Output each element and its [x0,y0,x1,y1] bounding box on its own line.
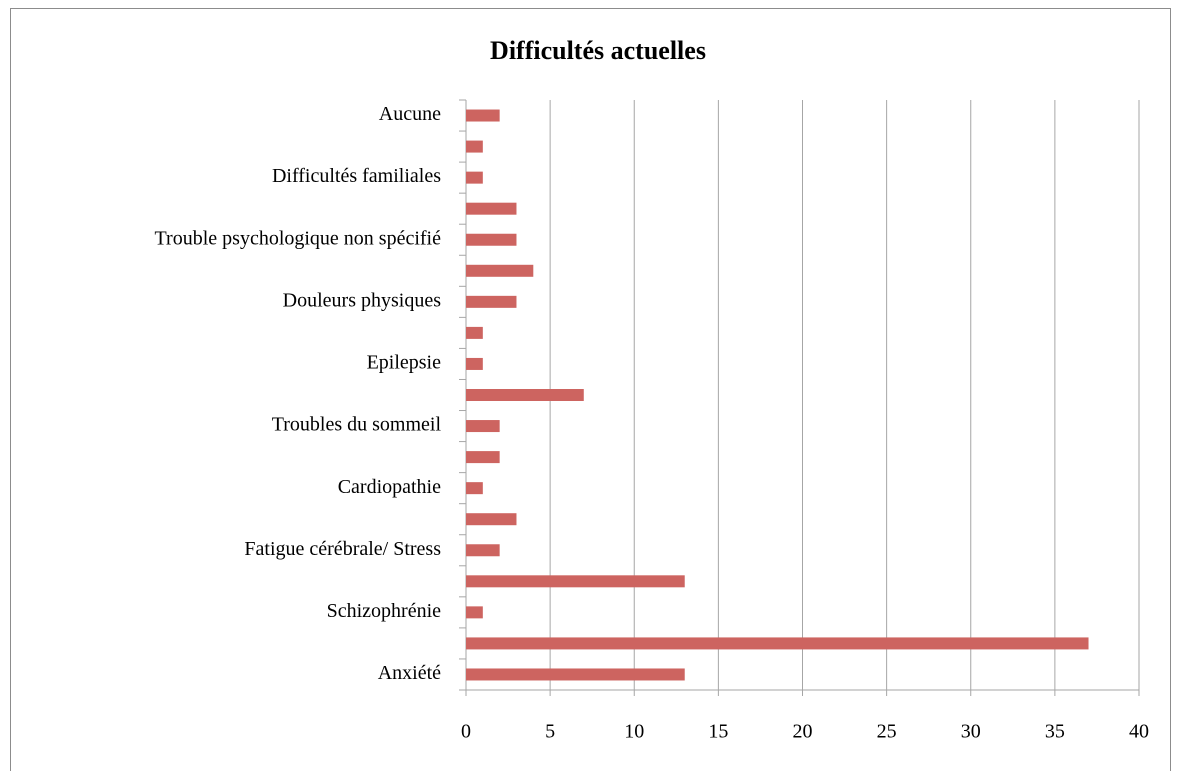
bar [466,202,517,215]
x-tick-label: 30 [961,721,981,743]
y-tick-label: Fatigue cérébrale/ Stress [244,538,441,560]
y-tick-label: Schizophrénie [327,600,442,622]
bar [466,109,500,122]
y-tick-label: Cardiopathie [338,476,441,498]
y-tick-label: Trouble psychologique non spécifié [155,227,442,249]
y-tick-label: Difficultés familiales [272,165,441,187]
bar [466,233,517,246]
x-tick-label: 40 [1129,721,1149,743]
bar [466,140,483,153]
x-tick-label: 15 [708,721,728,743]
bar [466,606,483,619]
y-tick-label: Douleurs physiques [283,289,442,311]
bar [466,451,500,464]
y-tick-label: Epilepsie [367,352,442,374]
bar [466,295,517,308]
x-tick-label: 35 [1045,721,1065,743]
bar [466,637,1089,650]
bar [466,171,483,184]
x-tick-label: 25 [877,721,897,743]
chart-frame [10,8,1171,776]
x-tick-label: 5 [545,721,555,743]
bar [466,326,483,339]
chart-title: Difficultés actuelles [490,36,706,65]
bar [466,544,500,557]
bar [466,264,534,277]
x-tick-label: 10 [624,721,644,743]
x-tick-label: 20 [793,721,813,743]
x-tick-label: 0 [461,721,471,743]
y-tick-label: Aucune [379,103,441,125]
bar [466,420,500,433]
y-tick-label: Anxiété [378,662,441,684]
bar [466,668,685,681]
bar [466,482,483,495]
bar [466,513,517,526]
y-tick-label: Troubles du sommeil [272,414,442,436]
bar [466,357,483,370]
bar [466,389,584,401]
bar [466,575,685,588]
